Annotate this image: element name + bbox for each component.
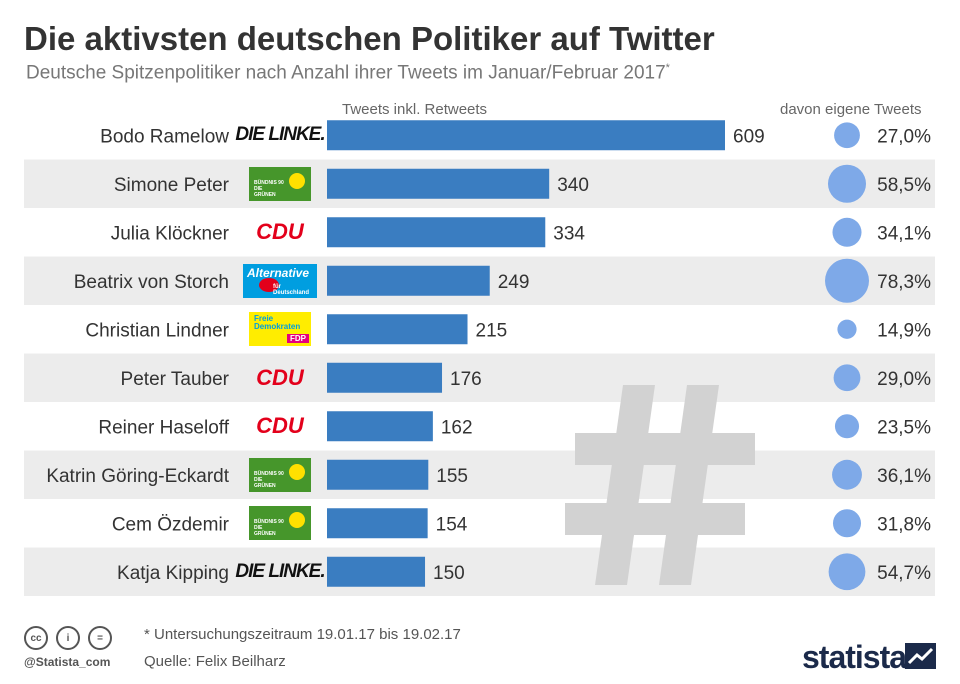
politician-label: Christian Lindner xyxy=(85,320,229,341)
tweets-value-label: 155 xyxy=(436,466,468,487)
tweets-value-label: 609 xyxy=(733,126,765,147)
own-tweets-share-label: 29,0% xyxy=(877,369,931,390)
tweets-bar xyxy=(327,168,550,199)
statista-handle: @Statista_com xyxy=(24,655,111,669)
tweets-bar xyxy=(327,459,429,490)
cdu-logo-icon: CDU xyxy=(256,364,304,390)
tweets-value-label: 154 xyxy=(436,514,468,535)
cc-icon: cc xyxy=(24,626,48,650)
hashtag-icon xyxy=(565,385,755,585)
tweets-bar xyxy=(327,411,433,442)
cdu-logo-icon: CDU xyxy=(256,219,304,245)
tweets-bar xyxy=(327,217,546,248)
page-subtitle: Deutsche Spitzenpolitiker nach Anzahl ih… xyxy=(26,62,670,84)
tweets-value-label: 334 xyxy=(553,223,585,244)
tweets-value-label: 176 xyxy=(450,369,482,390)
own-tweets-share-label: 34,1% xyxy=(877,223,931,244)
tweets-value-label: 150 xyxy=(433,563,465,584)
afd-logo-icon: Alternative für Deutschland xyxy=(236,263,324,298)
own-tweets-share-label: 27,0% xyxy=(877,126,931,147)
tweets-bar xyxy=(327,314,468,345)
gruene-logo-icon: BÜNDNIS 90 DIE GRÜNEN xyxy=(236,166,324,201)
tweets-bar xyxy=(327,265,490,296)
own-tweets-bubble xyxy=(828,553,866,591)
gruene-logo-icon: BÜNDNIS 90 DIE GRÜNEN xyxy=(236,457,324,492)
row-band xyxy=(24,353,935,402)
nd-icon: = xyxy=(88,626,112,650)
own-tweets-bubble xyxy=(832,459,862,490)
linke-logo-icon: DIE LINKE. xyxy=(235,124,325,146)
license-icons: cc i = xyxy=(24,626,112,650)
tweets-bar xyxy=(327,556,426,587)
own-tweets-bubble xyxy=(832,217,862,247)
own-tweets-bubble xyxy=(834,122,860,149)
page-title: Die aktivsten deutschen Politiker auf Tw… xyxy=(24,20,715,57)
subtitle-text: Deutsche Spitzenpolitiker nach Anzahl ih… xyxy=(26,62,666,84)
linke-logo-icon: DIE LINKE. xyxy=(235,560,325,582)
tweets-bar xyxy=(327,508,428,539)
source-note: Quelle: Felix Beilharz xyxy=(144,653,286,670)
own-tweets-share-label: 14,9% xyxy=(877,320,931,341)
own-tweets-share-label: 23,5% xyxy=(877,417,931,438)
gruene-logo-icon: BÜNDNIS 90 DIE GRÜNEN xyxy=(236,506,324,541)
own-tweets-share-label: 36,1% xyxy=(877,466,931,487)
tweets-value-label: 249 xyxy=(498,272,530,293)
bar-column-header: Tweets inkl. Retweets xyxy=(342,101,488,118)
own-tweets-bubble xyxy=(832,509,862,538)
politician-label: Cem Özdemir xyxy=(112,514,230,535)
statista-logo: statista xyxy=(802,639,907,675)
own-tweets-share-label: 54,7% xyxy=(877,563,931,584)
own-tweets-bubble xyxy=(833,364,861,392)
tweets-value-label: 162 xyxy=(441,417,473,438)
politician-label: Katrin Göring-Eckardt xyxy=(46,466,229,487)
statista-logo-mark-icon xyxy=(905,643,936,669)
cdu-logo-icon: CDU xyxy=(256,413,304,439)
row-band xyxy=(24,547,935,596)
own-tweets-bubble xyxy=(834,414,860,439)
tweets-bar xyxy=(327,362,443,393)
by-icon: i xyxy=(56,626,80,650)
politician-label: Reiner Haseloff xyxy=(98,417,229,438)
politician-label: Beatrix von Storch xyxy=(74,272,229,293)
own-tweets-bubble xyxy=(825,258,869,303)
tweets-bar xyxy=(327,120,725,151)
politician-label: Katja Kipping xyxy=(117,563,229,584)
own-tweets-bubble xyxy=(837,319,857,339)
own-tweets-share-label: 31,8% xyxy=(877,514,931,535)
share-column-header: davon eigene Tweets xyxy=(780,101,922,118)
politician-label: Peter Tauber xyxy=(121,369,230,390)
politician-label: Simone Peter xyxy=(114,175,230,196)
own-tweets-share-label: 78,3% xyxy=(877,272,931,293)
politician-label: Julia Klöckner xyxy=(111,223,230,244)
footnote: * Untersuchungszeitraum 19.01.17 bis 19.… xyxy=(144,626,461,643)
fdp-logo-icon: Freie Demokraten FDP xyxy=(236,312,324,347)
subtitle-footnote-marker: * xyxy=(665,62,670,74)
politician-label: Bodo Ramelow xyxy=(100,126,229,147)
tweets-value-label: 215 xyxy=(476,320,508,341)
own-tweets-share-label: 58,5% xyxy=(877,175,931,196)
own-tweets-bubble xyxy=(827,164,867,203)
tweets-value-label: 340 xyxy=(557,175,589,196)
row-band xyxy=(24,450,935,499)
